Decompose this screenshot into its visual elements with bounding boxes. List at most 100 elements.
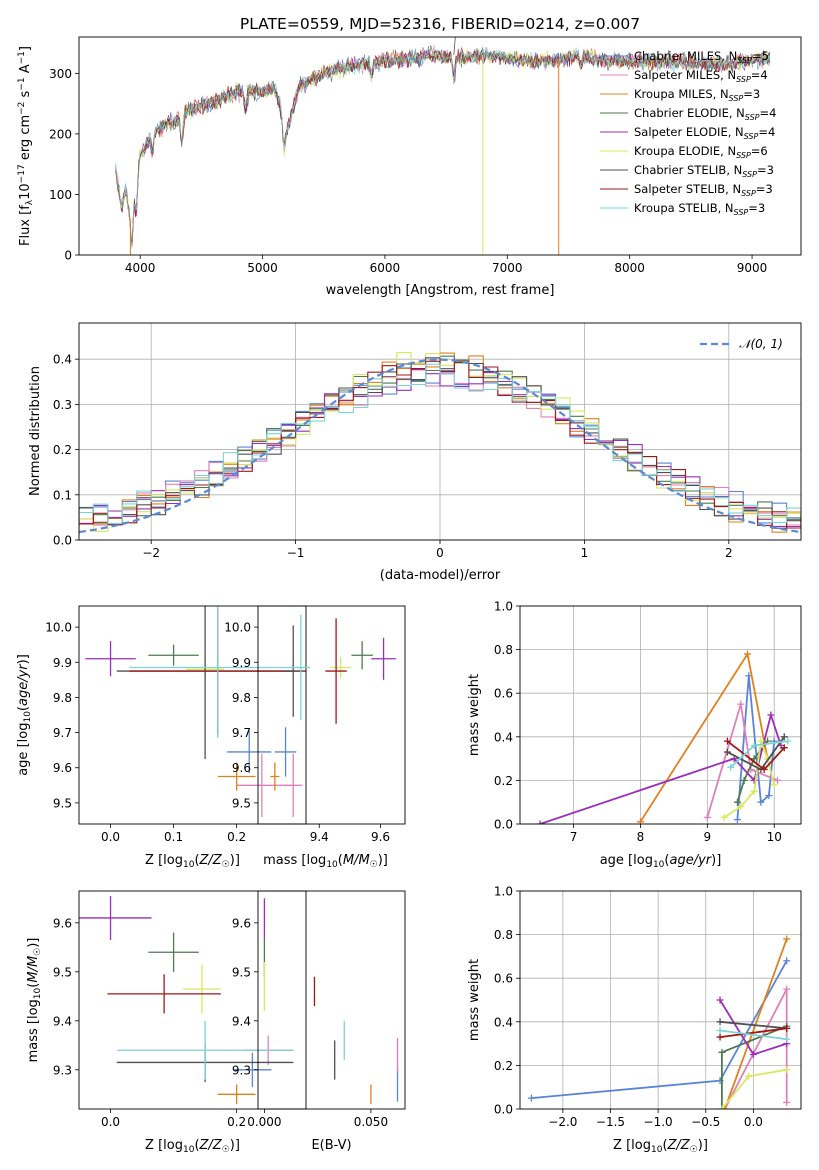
weight-line-kroupa-miles (721, 935, 791, 1109)
weight-path (724, 988, 788, 1109)
errorbar-salpeter-miles (284, 753, 303, 817)
x-tick-label: 6000 (370, 261, 401, 275)
x-axis-label: Z [log10(Z/Z☉)] (145, 853, 240, 870)
y-tick-label: 100 (49, 188, 72, 202)
weight-path (706, 703, 778, 818)
legend-label: Kroupa ELODIE, NSSP=6 (634, 144, 768, 160)
y-tick-label: 0.2 (53, 443, 72, 457)
weight-lines (527, 935, 791, 1109)
y-axis-label: mass weight (467, 674, 482, 756)
x-tick-label: 0.1 (164, 830, 183, 844)
x-tick-label: 9 (704, 830, 712, 844)
errorbar-chabrier-miles (227, 730, 272, 774)
legend-label: 𝒩(0, 1) (739, 337, 783, 351)
axes-mass_vs_EBV: 0.000 0.050 9.3 9.4 9.5 9.6 E(B-V) (232, 890, 406, 1153)
weight-marker (749, 1051, 757, 1058)
weight-marker (723, 737, 731, 745)
weight-marker (783, 1098, 791, 1106)
y-tick-label: 9.4 (53, 1014, 72, 1028)
weight-marker (636, 818, 644, 824)
weight-marker (783, 1024, 791, 1032)
weight-marker (718, 1105, 726, 1109)
x-tick-label: 0.0 (744, 1115, 763, 1129)
weight-marker (784, 737, 792, 745)
legend-label: Salpeter STELIB, NSSP=3 (634, 182, 773, 198)
weight-marker (780, 744, 788, 752)
y-tick-label: 0.6 (494, 972, 513, 986)
weight-path (723, 740, 776, 819)
y-tick-label: 9.8 (53, 691, 72, 705)
legend: Chabrier MILES, NSSP=5 Salpeter MILES, NS… (600, 49, 776, 217)
weight-path (723, 938, 788, 1109)
weight-line-kroupa-elodie (720, 737, 778, 821)
x-tick-label: 0 (436, 546, 444, 560)
errorbar-kroupa-elodie (329, 656, 352, 679)
x-tick-label: 9.4 (310, 830, 329, 844)
x-tick-label: −1.5 (596, 1115, 625, 1129)
histogram-group (79, 352, 801, 536)
axes-weight_vs_Z: −2.0 −1.5 −1.0 −0.5 0.0 0.0 0.2 0.4 0.6 0.8 1.0 Z [… (467, 885, 802, 1155)
legend-label: Kroupa MILES, NSSP=3 (634, 87, 760, 103)
x-tick-label: −1.0 (644, 1115, 673, 1129)
y-tick-label: 0.6 (494, 687, 513, 701)
y-axis-label: mass [log10(M/M☉)] (26, 938, 43, 1063)
weight-marker (716, 1027, 724, 1035)
axes-frame (78, 322, 802, 541)
axes-weight_vs_age: 7 8 9 10 0.0 0.2 0.4 0.6 0.8 1.0 age [log10(age/yr… (467, 600, 802, 870)
normal-reference-curve (79, 358, 801, 534)
axes-frame (78, 890, 307, 1110)
y-tick-label: 9.5 (53, 965, 72, 979)
y-tick-label: 9.6 (232, 761, 251, 775)
errorbar-salpeter-elodie (85, 641, 136, 677)
x-axis-label: Z [log10(Z/Z☉)] (613, 1138, 708, 1155)
weight-marker (750, 787, 758, 795)
x-tick-label: 0.0 (101, 830, 120, 844)
weight-marker (783, 957, 791, 965)
x-tick-label: 0.000 (247, 1115, 281, 1129)
errorbar-salpeter-miles (236, 753, 288, 817)
y-tick-label: 9.5 (53, 796, 72, 810)
y-tick-label: 0.4 (494, 1015, 513, 1029)
weight-line-chabrier-elodie (733, 737, 772, 806)
weight-marker (727, 763, 735, 771)
x-axis-label: E(B-V) (311, 1138, 351, 1153)
y-tick-label: 9.3 (232, 1063, 251, 1077)
weight-path (719, 1027, 787, 1038)
weight-marker (783, 985, 791, 993)
legend-label: Chabrier MILES, NSSP=5 (634, 49, 769, 65)
weight-marker (783, 1066, 791, 1074)
weight-line-salpeter-miles (721, 985, 791, 1109)
errorbar-kroupa-elodie (183, 964, 221, 1014)
weight-marker (743, 650, 751, 658)
weight-path (719, 1020, 787, 1030)
weight-marker (703, 813, 711, 821)
x-tick-label: −2 (142, 546, 160, 560)
weight-marker (780, 733, 788, 741)
x-axis-label: Z [log10(Z/Z☉)] (145, 1138, 240, 1155)
y-tick-label: 9.6 (232, 916, 251, 930)
errorbar-chabrier-miles (274, 727, 297, 777)
weight-marker (774, 776, 782, 784)
y-tick-label: 0.4 (494, 730, 513, 744)
y-tick-label: 9.6 (53, 761, 72, 775)
weight-marker (718, 1048, 726, 1056)
x-axis-label: wavelength [Angstrom, rest frame] (326, 283, 555, 298)
x-tick-label: 1 (581, 546, 589, 560)
y-tick-label: 0.0 (494, 1103, 513, 1117)
y-axis-label: Flux [fλ10−17 erg cm−2 s−1 A−1] (17, 46, 35, 246)
legend-label: Chabrier ELODIE, NSSP=4 (634, 106, 776, 122)
x-axis-label: age [log10(age/yr)] (600, 853, 722, 870)
spectrum-line-chabrier-stelib (115, 48, 771, 243)
weight-marker (767, 711, 775, 719)
weight-lines (536, 650, 792, 824)
y-tick-label: 9.9 (232, 656, 251, 670)
x-tick-label: 9000 (737, 261, 768, 275)
weight-marker (737, 700, 745, 708)
weight-marker (783, 1035, 791, 1043)
weight-path (736, 740, 769, 803)
errorbars (270, 614, 396, 817)
y-axis-label: Normed distribution (28, 366, 43, 496)
errorbar-kroupa-miles (217, 762, 256, 791)
weight-marker (760, 766, 768, 773)
errorbar-kroupa-miles (270, 762, 280, 791)
